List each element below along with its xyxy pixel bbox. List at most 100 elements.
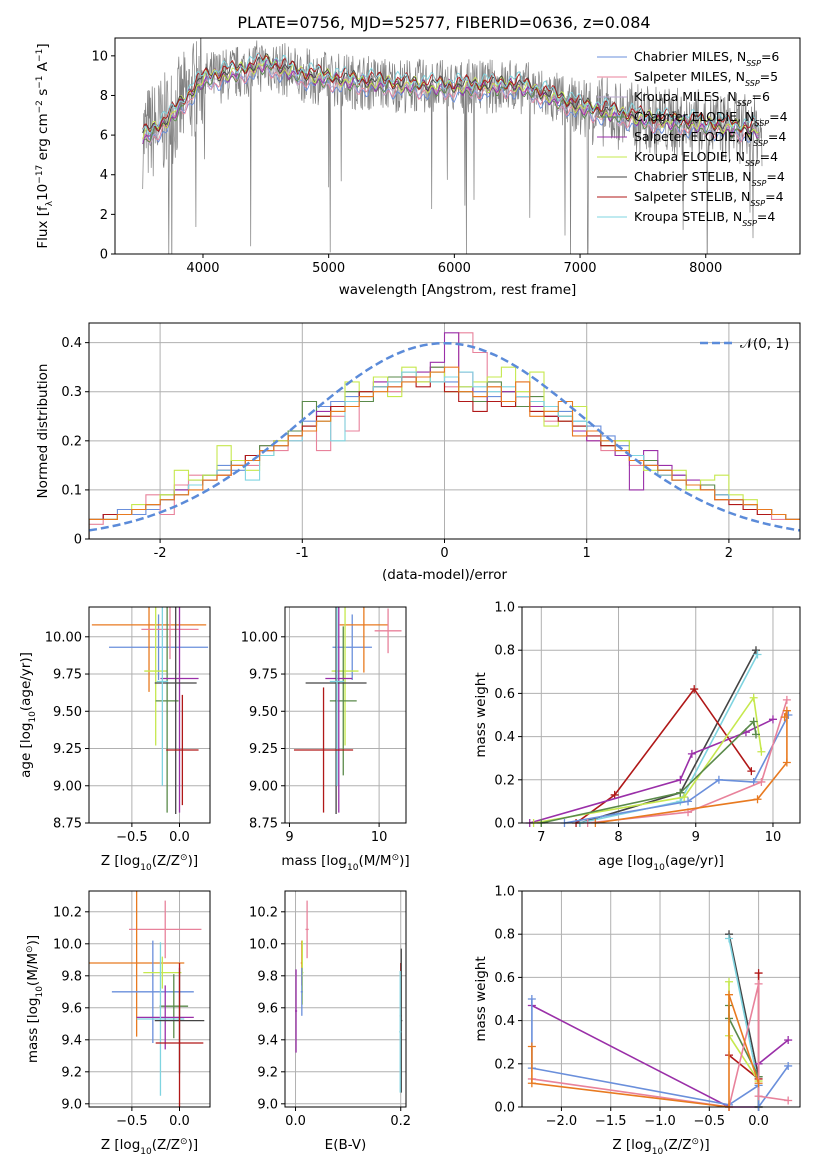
x-axis-label-part: 10: [140, 1147, 152, 1157]
weight-marker: [676, 775, 685, 784]
axes-frame: [521, 890, 801, 1108]
weight-marker: [527, 1079, 536, 1088]
x-tick-label: −0.5: [694, 1114, 726, 1129]
histogram-step: [89, 366, 800, 539]
legend-n: 4: [777, 169, 785, 184]
histograms: [89, 332, 800, 539]
weight-marker: [676, 797, 685, 806]
x-axis-label-part: age [log: [598, 853, 653, 869]
legend-entry: Salpeter MILES, NSSP=5: [634, 69, 778, 88]
legend-name: Chabrier STELIB, N: [634, 169, 752, 184]
y-tick-label: 9.0: [257, 1097, 278, 1112]
y-tick-label: 9.6: [257, 1001, 278, 1016]
y-tick-label: 0.6: [494, 687, 515, 702]
weight-marker: [725, 990, 734, 999]
weight-marker: [780, 713, 789, 722]
y-tick-label: 0.2: [61, 434, 82, 449]
legend-eq: =: [768, 129, 778, 144]
x-axis-label-part: mass [log: [281, 853, 347, 869]
mass_vs_Z-panel: −0.5 0.09.09.29.49.69.810.010.2Z [log10(Z…: [25, 890, 211, 1157]
y-tick-label: 0.0: [494, 1101, 515, 1116]
x-tick-label: −2.0: [546, 1114, 578, 1129]
legend-eq: =: [769, 109, 779, 124]
x-tick-label: −1.5: [595, 1114, 627, 1129]
legend-entry: Salpeter ELODIE, NSSP=4: [634, 129, 786, 148]
x-tick-label: −0.5: [116, 1114, 148, 1129]
weight-marker: [527, 995, 536, 1003]
y-axis-label-part: −17: [35, 165, 45, 184]
legend-entry: Kroupa MILES, NSSP=6: [634, 89, 770, 108]
y-axis-label: Normed distribution: [35, 364, 51, 499]
y-tick-label: 9.2: [257, 1065, 278, 1080]
y-tick-label: 9.4: [61, 1033, 82, 1048]
y-tick-label: 9.50: [249, 705, 278, 720]
y-tick-label: 0: [100, 248, 108, 263]
y-axis-label-part: 10: [35, 986, 45, 998]
model-spectrum: [142, 63, 759, 146]
x-axis-label-part: 10: [347, 863, 359, 873]
weight-marker: [680, 793, 689, 802]
weight-marker: [754, 969, 763, 978]
y-tick-label: 0.2: [494, 773, 515, 788]
x-axis-label-part: (Z/Z: [152, 853, 180, 869]
y-tick-label: 10.0: [249, 937, 278, 952]
legend-sub: SSP: [745, 79, 760, 88]
x-axis-label-part: (age/yr)]: [665, 853, 724, 869]
y-tick-label: 1.0: [494, 601, 515, 616]
legend-sub: SSP: [742, 219, 757, 228]
y-tick-label: 10.0: [53, 937, 82, 952]
legend-eq: =: [761, 49, 771, 64]
y-tick-label: 0.4: [61, 336, 82, 351]
model-spectrum: [142, 63, 759, 143]
legend-n: 4: [776, 189, 784, 204]
y-tick-label: 9.4: [257, 1033, 278, 1048]
weight-marker: [725, 977, 734, 986]
error-bars: [91, 607, 209, 815]
y-tick-label: 9.8: [61, 969, 82, 984]
weight-marker: [784, 1096, 793, 1105]
x-tick-label: 10: [765, 830, 782, 845]
axes-frame: [284, 606, 407, 824]
y-tick-label: 9.0: [61, 1097, 82, 1112]
y-tick-label: 6: [100, 129, 108, 144]
y-axis-label-part: (M/M: [25, 953, 41, 986]
legend-n: 4: [770, 149, 778, 164]
y-tick-label: 8.75: [249, 817, 278, 832]
y-axis-label-part: mass [log: [25, 998, 41, 1064]
legend-entry: Chabrier STELIB, NSSP=4: [634, 169, 785, 188]
x-axis-label-part: 10: [653, 863, 665, 873]
y-tick-label: 9.75: [53, 668, 82, 683]
axes-frame: [284, 890, 407, 1108]
residuals-panel: -2 -1 0 1 2 0 0.1 0.2 0.3 0.4 𝒩(0, 1) (data-model)/…: [35, 322, 801, 583]
y-tick-label: 0.8: [494, 644, 515, 659]
x-tick-label: 8: [614, 830, 622, 845]
y-axis-label-part: A: [35, 61, 51, 75]
y-axis-label-part: (age/yr)]: [18, 652, 34, 711]
legend-name: Salpeter MILES, N: [634, 69, 745, 84]
weight-marker: [754, 1092, 763, 1101]
legend-sub: SSP: [745, 159, 760, 168]
y-tick-label: 4: [100, 168, 108, 183]
x-axis-label: mass [log10(M/M⊙)]: [281, 853, 409, 873]
y-tick-label: 9.00: [249, 779, 278, 794]
axes-frame: [88, 322, 801, 540]
y-axis-label: mass weight: [473, 956, 489, 1041]
y-tick-label: 9.8: [257, 969, 278, 984]
x-tick-label: 0.0: [169, 1114, 190, 1129]
weight-marker: [754, 1079, 763, 1088]
x-tick-label: 2: [725, 546, 733, 561]
x-axis-label-part: Z [log: [101, 853, 140, 869]
y-axis-label-part: s: [35, 89, 51, 100]
x-axis-label-part: )]: [188, 853, 199, 869]
x-axis-label-part: Z [log: [101, 1137, 140, 1153]
y-tick-label: 10: [91, 49, 108, 64]
legend-eq: =: [760, 149, 770, 164]
x-tick-label: 0: [440, 546, 448, 561]
model-spectrum: [142, 61, 759, 144]
x-tick-label: 7: [537, 830, 545, 845]
x-axis-label-part: Z [log: [612, 1137, 651, 1153]
weight-marker: [749, 717, 758, 726]
weight-marker: [782, 706, 791, 715]
